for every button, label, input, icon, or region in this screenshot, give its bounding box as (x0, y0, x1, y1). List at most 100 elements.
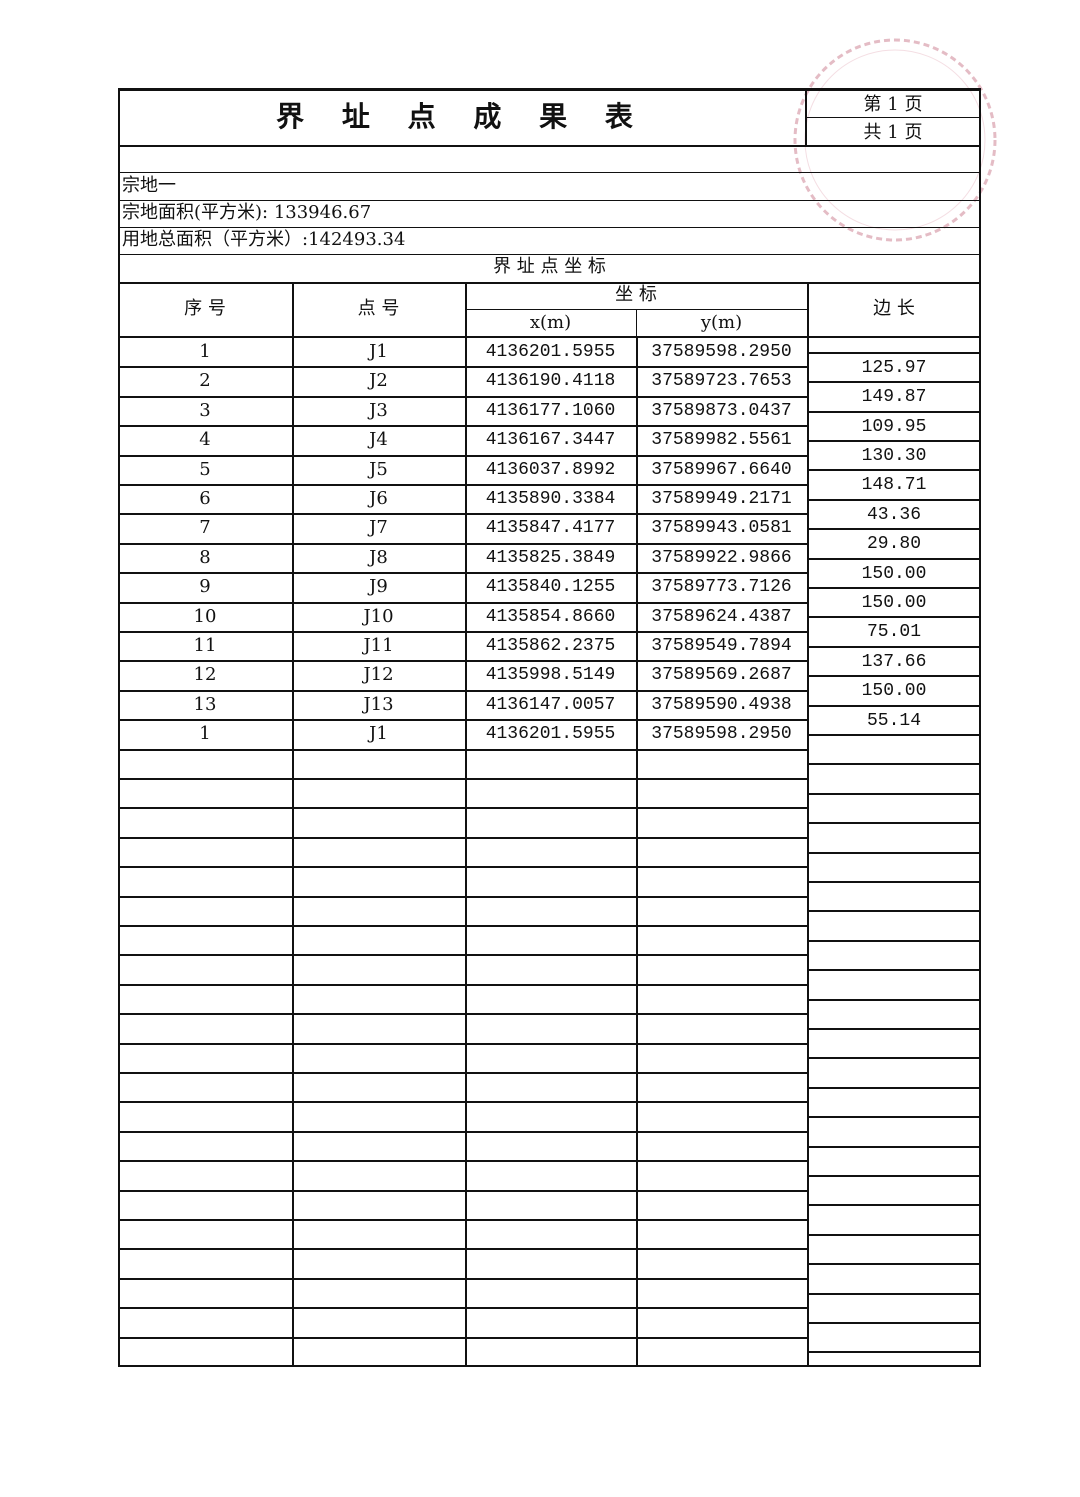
row-seq: 1 (199, 723, 211, 744)
row-x: 4135890.3384 (485, 489, 616, 509)
edge-rule (807, 352, 981, 354)
edge-rule (807, 822, 981, 824)
row-x: 4136147.0057 (485, 695, 616, 715)
row-seq: 12 (193, 664, 217, 685)
table-rule (805, 88, 807, 145)
row-rule (118, 1160, 807, 1162)
edge-rule (807, 969, 981, 971)
row-x: 4135862.2375 (485, 636, 616, 656)
row-rule (118, 984, 807, 986)
row-point: J5 (369, 459, 388, 480)
row-point: J4 (369, 429, 388, 450)
edge-rule (807, 852, 981, 854)
row-y: 37589967.6640 (651, 460, 792, 480)
row-x: 4136177.1060 (485, 401, 616, 421)
row-rule (118, 425, 807, 427)
edge-rule (807, 528, 981, 530)
edge-rule (807, 587, 981, 589)
row-y: 37589982.5561 (651, 430, 792, 450)
row-y: 37589723.7653 (651, 371, 792, 391)
row-rule (118, 1072, 807, 1074)
table-rule (118, 172, 981, 173)
row-rule (118, 455, 807, 457)
edge-rule (807, 381, 981, 383)
table-rule (292, 282, 294, 336)
row-y: 37589873.0437 (651, 401, 792, 421)
row-point: J2 (369, 370, 388, 391)
edge-rule (807, 1087, 981, 1089)
row-seq: 8 (199, 547, 211, 568)
edge-rule (807, 910, 981, 912)
edge-rule (807, 1028, 981, 1030)
edge-rule (807, 1057, 981, 1059)
edge-rule (807, 440, 981, 442)
row-x: 4136201.5955 (485, 342, 616, 362)
row-rule (118, 719, 807, 721)
edge-rule (807, 1322, 981, 1324)
row-seq: 5 (199, 459, 211, 480)
edge-rule (807, 1204, 981, 1206)
row-y: 37589922.9866 (651, 548, 792, 568)
edge-rule (807, 411, 981, 413)
table-rule (118, 282, 981, 284)
edge-rule (807, 881, 981, 883)
table-rule (118, 336, 981, 338)
row-y: 37589590.4938 (651, 695, 792, 715)
edge-length: 43.36 (866, 505, 921, 525)
row-x: 4136167.3447 (485, 430, 616, 450)
row-point: J1 (369, 723, 388, 744)
row-point: J6 (369, 488, 388, 509)
edge-length: 150.00 (861, 681, 927, 701)
row-rule (118, 807, 807, 809)
edge-rule (807, 616, 981, 618)
row-rule (118, 896, 807, 898)
row-seq: 11 (193, 635, 217, 656)
edge-length: 55.14 (866, 711, 921, 731)
row-point: J1 (369, 341, 388, 362)
table-rule (636, 309, 637, 336)
row-rule (118, 837, 807, 839)
row-rule (118, 1131, 807, 1133)
row-rule (118, 954, 807, 956)
table-rule (118, 254, 981, 255)
edge-rule (807, 1263, 981, 1265)
edge-rule (807, 499, 981, 501)
parcel-area: 宗地面积(平方米): 133946.67 (122, 202, 372, 223)
row-rule (118, 572, 807, 574)
row-point: J9 (369, 576, 388, 597)
row-point: J3 (369, 400, 388, 421)
edge-rule (807, 1146, 981, 1148)
edge-length: 109.95 (861, 417, 927, 437)
row-rule (118, 1190, 807, 1192)
column-rule (465, 336, 467, 1365)
table-rule (807, 282, 809, 336)
row-seq: 4 (199, 429, 211, 450)
column-rule (292, 336, 294, 1365)
row-rule (118, 1278, 807, 1280)
row-x: 4136037.8992 (485, 460, 616, 480)
edge-rule (807, 1175, 981, 1177)
edge-rule (807, 999, 981, 1001)
row-x: 4135998.5149 (485, 665, 616, 685)
row-rule (118, 925, 807, 927)
row-seq: 7 (199, 517, 211, 538)
row-rule (118, 778, 807, 780)
row-rule (118, 690, 807, 692)
row-y: 37589624.4387 (651, 607, 792, 627)
edge-length: 75.01 (866, 622, 921, 642)
row-seq: 3 (199, 400, 211, 421)
edge-rule (807, 1293, 981, 1295)
row-point: J13 (363, 694, 394, 715)
row-y: 37589949.2171 (651, 489, 792, 509)
row-rule (118, 1013, 807, 1015)
edge-length: 130.30 (861, 446, 927, 466)
row-x: 4135854.8660 (485, 607, 616, 627)
row-x: 4135840.1255 (485, 577, 616, 597)
row-seq: 1 (199, 341, 211, 362)
row-rule (118, 602, 807, 604)
row-rule (118, 1219, 807, 1221)
table-rule (118, 1365, 981, 1367)
edge-rule (807, 940, 981, 942)
table-rule (805, 117, 981, 118)
